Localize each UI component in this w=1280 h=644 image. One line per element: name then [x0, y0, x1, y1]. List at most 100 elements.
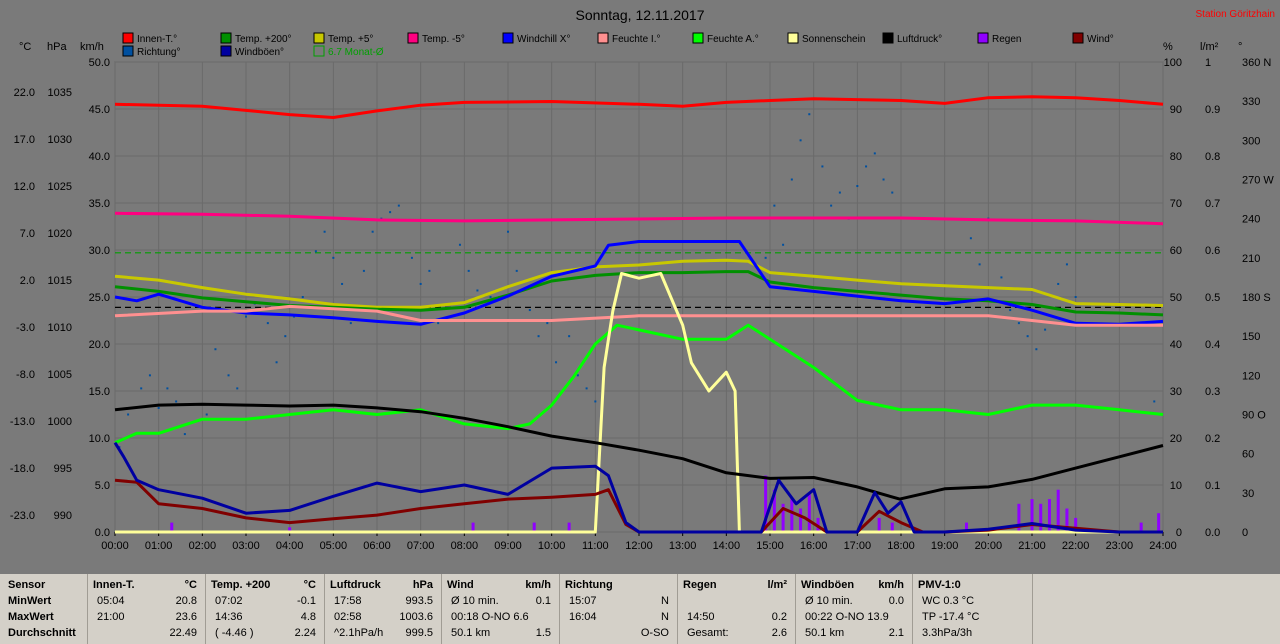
stats-cell-label: 14:50: [687, 611, 715, 623]
direction-tick-label: 60: [1242, 449, 1254, 461]
stats-cell-value: 2.24: [294, 627, 316, 639]
legend-label: Wind°: [1087, 34, 1114, 45]
direction-tick-label: 0: [1242, 527, 1248, 539]
chart-title: Sonntag, 12.11.2017: [576, 7, 705, 23]
stats-cell-label: 50.1 km: [451, 627, 491, 639]
legend-swatch: [882, 32, 894, 44]
rain-bar: [1065, 508, 1069, 532]
direction-point: [764, 256, 767, 259]
stats-cell-value: N: [661, 595, 669, 607]
stats-cell-label: Ø 10 min.: [451, 595, 499, 607]
wind-tick-label: 10.0: [89, 433, 110, 445]
series-line: [114, 402, 1164, 501]
humidity-tick-label: 70: [1170, 198, 1182, 210]
rain-bar: [1039, 503, 1043, 532]
temp-tick-label: -23.0: [10, 510, 35, 522]
stats-row-avg: Durchschnitt: [8, 627, 76, 639]
pressure-tick-label: 1010: [48, 322, 72, 334]
pressure-tick-label: 1035: [48, 87, 72, 99]
legend-label: Temp. +5°: [328, 34, 373, 45]
legend-swatch: [220, 45, 232, 57]
direction-point: [148, 374, 151, 377]
rain-bar: [877, 517, 881, 532]
rain-tick-label: 0.1: [1205, 480, 1220, 492]
x-tick-label: 18:00: [887, 540, 915, 552]
direction-point: [397, 204, 400, 207]
pressure-tick-label: 1020: [48, 228, 72, 240]
direction-point: [782, 243, 785, 246]
direction-tick-label: 120: [1242, 370, 1260, 382]
stats-cell-value: 999.5: [405, 627, 433, 639]
legend-label: Sonnenschein: [802, 34, 865, 45]
direction-point: [555, 361, 558, 364]
wind-tick-label: 15.0: [89, 386, 110, 398]
humidity-tick-label: 40: [1170, 339, 1182, 351]
legend-swatch: [122, 45, 134, 57]
stats-cell-label: 3.3hPa/3h: [922, 627, 973, 639]
direction-point: [821, 165, 824, 168]
stats-col-title: Wind: [447, 579, 474, 591]
x-tick-label: 11:00: [582, 540, 609, 552]
wind-tick-label: 50.0: [89, 57, 110, 69]
direction-point: [873, 152, 876, 155]
direction-point: [157, 406, 160, 409]
temp-tick-label: 22.0: [14, 87, 35, 99]
wind-tick-label: 20.0: [89, 339, 110, 351]
rain-bar: [1030, 499, 1034, 532]
legend-label: Luftdruck°: [897, 34, 942, 45]
legend-swatch: [220, 32, 232, 44]
direction-point: [314, 250, 317, 253]
rain-bar: [1139, 522, 1143, 532]
wind-tick-label: 40.0: [89, 151, 110, 163]
stats-col-title: PMV-1:0: [918, 579, 961, 591]
direction-point: [891, 191, 894, 194]
stats-cell-value: 0.0: [888, 595, 904, 607]
x-tick-label: 01:00: [145, 540, 173, 552]
rain-tick-label: 0.2: [1205, 433, 1220, 445]
legend-label: Windchill X°: [517, 34, 570, 45]
stats-col: Windböen km/h Ø 10 min. 0.0 00:22 O-NO 13.9 5…: [795, 574, 913, 644]
stats-col-unit: km/h: [878, 579, 904, 591]
pressure-tick-label: 1025: [48, 181, 72, 193]
stats-col-unit: km/h: [525, 579, 551, 591]
series-line: [114, 95, 1164, 119]
temp-tick-label: 7.0: [20, 228, 35, 240]
direction-point: [275, 361, 278, 364]
direction-point: [127, 413, 130, 416]
rain-bar: [1056, 489, 1060, 532]
direction-point: [389, 211, 392, 214]
stats-cell-label: 21:00: [97, 611, 125, 623]
direction-tick-label: 90 O: [1242, 410, 1266, 422]
rain-bar: [807, 494, 811, 532]
direction-point: [371, 230, 374, 233]
x-tick-label: 03:00: [232, 540, 260, 552]
legend-swatch: [1072, 32, 1084, 44]
direction-point: [537, 335, 540, 338]
direction-point: [594, 400, 597, 403]
stats-cell-value: 0.2: [771, 611, 787, 623]
pressure-tick-label: 990: [54, 510, 72, 522]
rain-bar: [1017, 503, 1021, 532]
direction-tick-label: 300: [1242, 135, 1260, 147]
direction-point: [576, 374, 579, 377]
rain-tick-label: 0.6: [1205, 245, 1220, 257]
wind-tick-label: 25.0: [89, 292, 110, 304]
x-tick-label: 19:00: [931, 540, 959, 552]
stats-cell-label: 15:07: [569, 595, 597, 607]
stats-row-min: MinWert: [8, 595, 52, 607]
humidity-tick-label: 80: [1170, 151, 1182, 163]
legend-swatch: [597, 32, 609, 44]
x-tick-label: 17:00: [844, 540, 872, 552]
temp-tick-label: 2.0: [20, 275, 35, 287]
humidity-tick-label: 10: [1170, 480, 1182, 492]
direction-tick-label: 30: [1242, 488, 1254, 500]
rain-bar: [799, 508, 803, 532]
direction-point: [1153, 400, 1156, 403]
stats-col-unit: l/m²: [767, 579, 787, 591]
direction-point: [332, 256, 335, 259]
direction-point: [1026, 335, 1029, 338]
humidity-tick-label: 50: [1170, 292, 1182, 304]
stats-col: Wind km/h Ø 10 min. 0.1 00:18 O-NO 6.6 50.1 k…: [441, 574, 560, 644]
rain-bar: [1074, 517, 1078, 532]
rain-tick-label: 0.8: [1205, 151, 1220, 163]
